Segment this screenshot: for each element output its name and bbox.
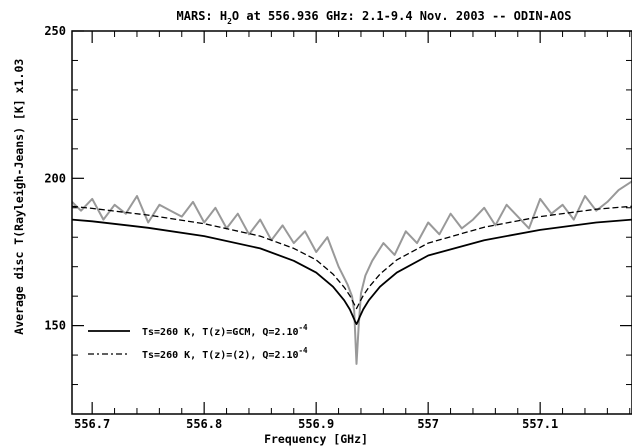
series-model-t2	[71, 205, 632, 310]
y-tick-label: 250	[44, 24, 66, 38]
series-model-gcm	[71, 218, 632, 325]
axis-ticks: 556.7 556.8 556.9 557 557.1 150 200 250	[44, 24, 632, 431]
y-axis-label: Average disc T(Rayleigh-Jeans) [K]	[12, 99, 26, 334]
x-tick-label: 556.8	[186, 417, 222, 431]
x-tick-label: 556.9	[298, 417, 334, 431]
x-tick-label: 557	[417, 417, 439, 431]
x-axis-label: Frequency [GHz]	[264, 432, 368, 446]
x-tick-label: 556.7	[74, 417, 110, 431]
series-observed-spectrum	[71, 180, 632, 365]
series-group	[71, 180, 632, 365]
x-tick-label: 557.1	[522, 417, 558, 431]
scale-note: x1.03	[12, 59, 26, 94]
y-tick-label: 150	[44, 319, 66, 333]
legend-label-gcm: Ts=260 K, T(z)=GCM, Q=2.10-4	[142, 323, 308, 338]
y-tick-label: 200	[44, 171, 66, 185]
chart-title: MARS: H2O at 556.936 GHz: 2.1-9.4 Nov. 2…	[177, 9, 572, 26]
legend-label-t2: Ts=260 K, T(z)=(2), Q=2.10-4	[142, 346, 308, 361]
plot-frame	[71, 30, 632, 415]
legend: Ts=260 K, T(z)=GCM, Q=2.10-4 Ts=260 K, T…	[88, 323, 308, 361]
